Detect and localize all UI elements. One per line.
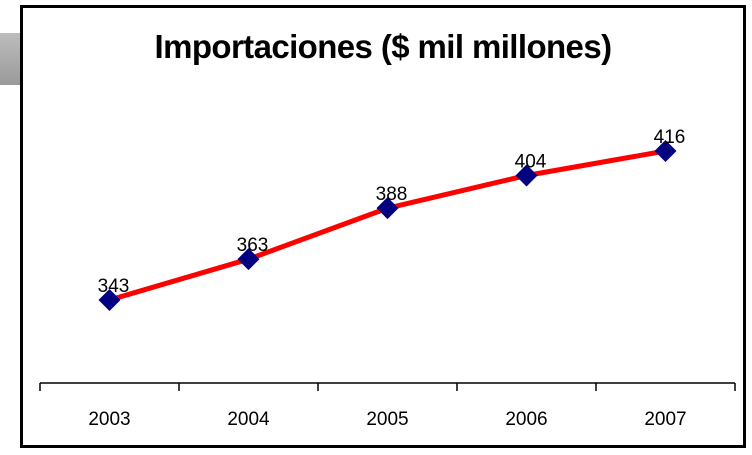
data-label-2005: 388 <box>376 184 408 205</box>
data-label-2007: 416 <box>654 127 686 148</box>
chart-frame <box>20 5 746 448</box>
side-tab <box>0 33 22 85</box>
data-point-2007 <box>654 140 677 162</box>
x-tick-label-2006: 2006 <box>505 409 547 430</box>
data-label-2004: 363 <box>237 235 269 256</box>
data-point-2004 <box>237 248 260 271</box>
chart-title: Importaciones ($ mil millones) <box>154 28 613 65</box>
data-point-2003 <box>98 289 121 311</box>
x-tick-label-2003: 2003 <box>88 409 130 430</box>
x-tick-label-2004: 2004 <box>227 409 270 430</box>
series-line <box>107 148 668 303</box>
data-label-2006: 404 <box>515 151 547 172</box>
data-label-2003: 343 <box>98 276 130 297</box>
x-tick-label-2007: 2007 <box>644 409 686 430</box>
data-point-2005 <box>376 197 399 220</box>
data-point-2006 <box>515 164 538 187</box>
x-tick-label-2005: 2005 <box>366 409 408 430</box>
